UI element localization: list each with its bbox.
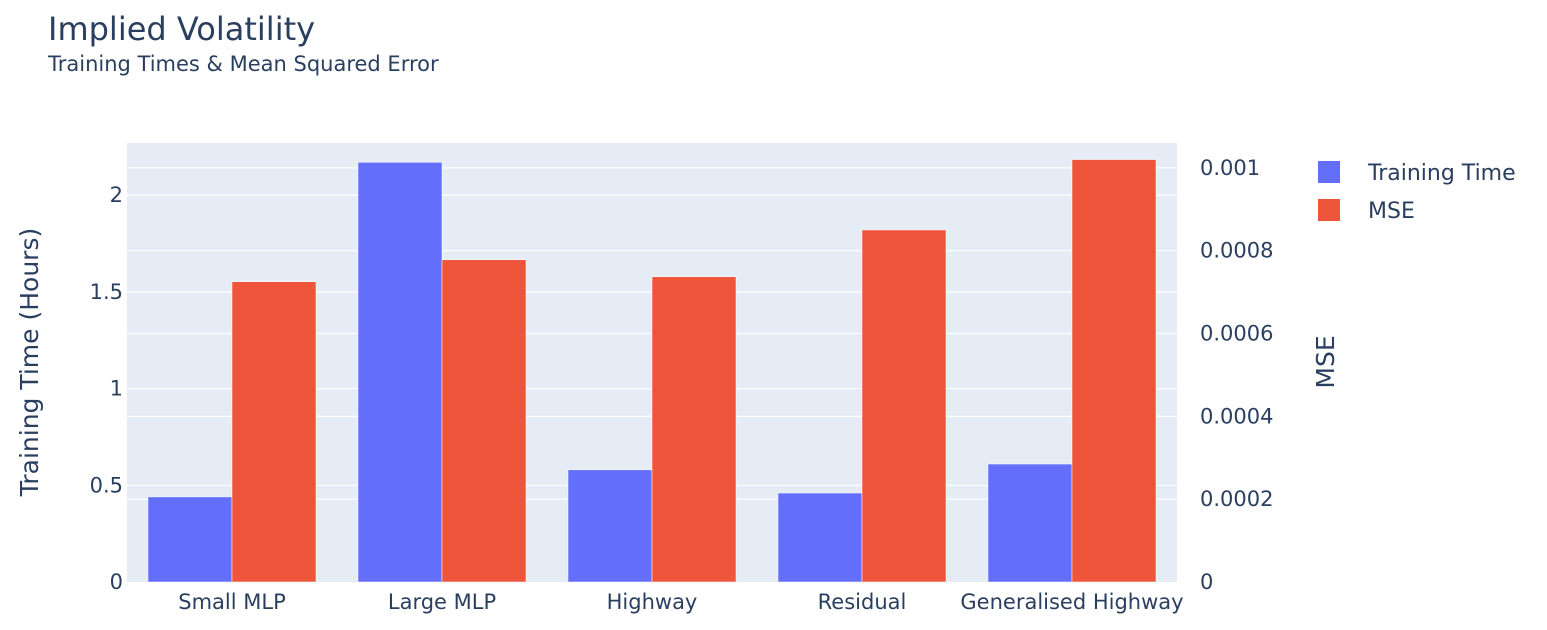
bar-mse[interactable]: Small MLP: 0.000725 — [231, 281, 317, 583]
y2-axis-ticks: 0 0.0002 0.0004 0.0006 0.0008 0.001 — [1200, 156, 1273, 594]
y-tick-label: 0.5 — [90, 473, 123, 497]
y-tick-label: 1.5 — [90, 280, 123, 304]
y2-tick-label: 0.0008 — [1200, 239, 1273, 263]
x-tick-label: Residual — [818, 590, 907, 614]
y2-tick-label: 0 — [1200, 570, 1213, 594]
legend-item[interactable]: MSE — [1318, 199, 1415, 224]
x-axis-ticks: Small MLP Large MLP Highway Residual General… — [178, 590, 1183, 614]
bar-training-time[interactable]: Large MLP: 2.17 — [357, 162, 443, 583]
y-tick-label: 2 — [110, 183, 123, 207]
y-tick-label: 1 — [110, 377, 123, 401]
y2-tick-label: 0.0006 — [1200, 322, 1273, 346]
legend[interactable]: Training Time MSE — [1318, 161, 1516, 224]
legend-swatch — [1318, 161, 1340, 183]
chart-subtitle: Training Times & Mean Squared Error — [48, 52, 439, 76]
x-tick-label: Large MLP — [388, 590, 496, 614]
bar-training-time[interactable]: Generalised Highway: 0.61 — [987, 463, 1073, 583]
bar-training-time[interactable]: Highway: 0.58 — [567, 469, 653, 583]
bar-training-time[interactable]: Small MLP: 0.44 — [147, 496, 233, 583]
chart-title: Implied Volatility — [48, 10, 316, 48]
legend-item[interactable]: Training Time — [1318, 161, 1516, 186]
y2-tick-label: 0.0004 — [1200, 404, 1273, 428]
legend-label: MSE — [1368, 199, 1415, 224]
y2-tick-label: 0.0002 — [1200, 487, 1273, 511]
y-axis-title: Training Time (Hours) — [15, 228, 44, 497]
legend-swatch — [1318, 199, 1340, 221]
bar-training-time[interactable]: Residual: 0.46 — [777, 492, 863, 583]
y-tick-label: 0 — [110, 570, 123, 594]
legend-label: Training Time — [1367, 161, 1516, 186]
bar-mse[interactable]: Highway: 0.000737 — [651, 276, 737, 583]
y-axis-ticks: 0 0.5 1 1.5 2 — [90, 183, 123, 594]
y2-tick-label: 0.001 — [1200, 156, 1260, 180]
bar-mse[interactable]: Residual: 0.00085 — [861, 229, 947, 583]
bars: Small MLP: 0.44Small MLP: 0.000725 Large … — [147, 159, 1157, 583]
bar-mse[interactable]: Large MLP: 0.000778 — [441, 259, 527, 583]
x-tick-label: Small MLP — [178, 590, 285, 614]
y2-axis-title: MSE — [1311, 335, 1340, 388]
x-tick-label: Highway — [607, 590, 698, 614]
x-tick-label: Generalised Highway — [960, 590, 1183, 614]
bar-mse[interactable]: Generalised Highway: 0.00102 — [1071, 159, 1157, 583]
